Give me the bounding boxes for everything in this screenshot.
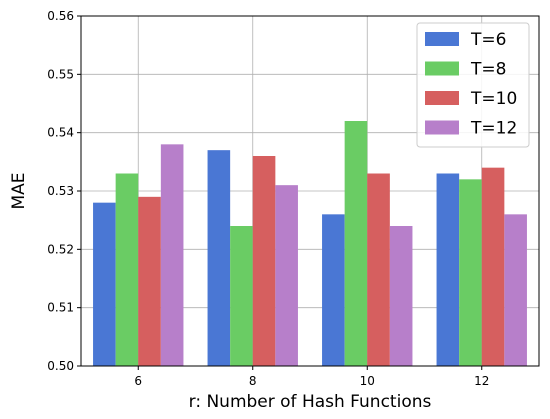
legend-label: T=10	[470, 89, 517, 109]
bar-t12-r6	[160, 144, 184, 366]
legend-swatch	[425, 61, 459, 76]
y-axis-ticks: 0.50 0.51 0.52 0.53 0.54 0.55 0.56	[47, 9, 81, 373]
x-axis-ticks: 6 8 10 12	[134, 366, 489, 388]
bars-group	[93, 121, 527, 366]
x-axis-label: r: Number of Hash Functions	[189, 392, 432, 412]
legend-label: T=12	[470, 119, 517, 139]
y-tick-label: 0.50	[47, 359, 74, 373]
bar-t10-r10	[367, 173, 390, 366]
y-tick-label: 0.51	[47, 301, 74, 315]
legend-swatch	[425, 120, 459, 135]
legend-swatch	[425, 91, 459, 105]
y-tick-label: 0.53	[47, 184, 74, 198]
legend-box	[416, 22, 530, 148]
bar-t8-r6	[115, 173, 139, 366]
x-tick-label: 8	[249, 374, 257, 388]
y-tick-label: 0.56	[47, 9, 74, 23]
bar-t6-r10	[322, 214, 345, 366]
y-tick-label: 0.54	[47, 126, 74, 140]
y-tick-label: 0.52	[47, 242, 74, 256]
x-tick-label: 12	[474, 374, 489, 388]
bar-t10-r8	[252, 156, 276, 366]
bar-t8-r12	[459, 179, 482, 366]
bar-t12-r8	[275, 185, 298, 366]
bar-t6-r6	[93, 202, 116, 366]
y-axis-label: MAE	[9, 172, 29, 209]
x-tick-label: 10	[360, 374, 375, 388]
bar-t10-r12	[481, 167, 505, 366]
bar-t12-r10	[389, 226, 413, 366]
bar-t8-r8	[230, 226, 253, 366]
bar-t12-r12	[504, 214, 527, 366]
legend-swatch	[425, 32, 459, 46]
bar-t6-r8	[207, 150, 231, 366]
legend-label: T=8	[470, 60, 506, 80]
legend-label: T=6	[470, 30, 506, 50]
bar-t10-r6	[138, 196, 161, 366]
legend: T=6 T=8 T=10 T=12	[416, 22, 530, 148]
y-tick-label: 0.55	[47, 67, 74, 81]
x-tick-label: 6	[134, 374, 142, 388]
bar-t6-r12	[436, 173, 460, 366]
bar-t8-r10	[344, 121, 368, 366]
